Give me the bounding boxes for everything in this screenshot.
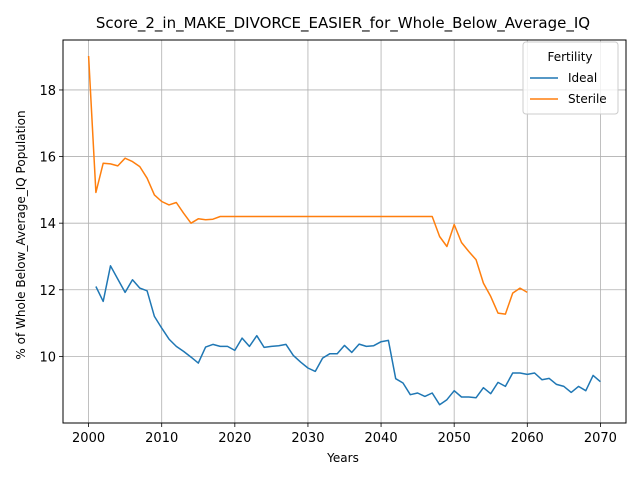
legend-title: Fertility [547, 50, 592, 64]
x-axis-label: Years [326, 451, 359, 465]
plot-frame [62, 39, 627, 424]
series-line-sterile [87, 55, 528, 315]
chart-title: Score_2_in_MAKE_DIVORCE_EASIER_for_Whole… [96, 14, 590, 33]
y-tick-label: 14 [39, 217, 56, 232]
x-tick-label: 2060 [511, 431, 544, 446]
x-tick-label: 2030 [291, 431, 324, 446]
y-axis-label: % of Whole Below_Average_IQ Population [14, 110, 28, 359]
legend-label-ideal: Ideal [568, 71, 597, 85]
x-tick-label: 2020 [218, 431, 251, 446]
y-tick-label: 16 [39, 151, 56, 166]
y-tick-label: 18 [39, 84, 56, 99]
y-tick-label: 12 [39, 284, 56, 299]
series-layer [87, 55, 601, 406]
x-tick-label: 2000 [72, 431, 105, 446]
x-tick-label: 2040 [365, 431, 398, 446]
x-tick-label: 2010 [145, 431, 178, 446]
y-tick-label: 10 [39, 350, 56, 365]
series-line-ideal [95, 265, 601, 406]
legend: Fertility Ideal Sterile [522, 41, 619, 115]
x-tick-label: 2050 [438, 431, 471, 446]
y-axis: 10 12 14 16 18 [39, 84, 63, 365]
x-tick-label: 2070 [584, 431, 617, 446]
legend-label-sterile: Sterile [568, 92, 607, 106]
legend-box [522, 41, 619, 115]
x-axis: 2000 2010 2020 2030 2040 2050 2060 2070 [72, 423, 617, 446]
